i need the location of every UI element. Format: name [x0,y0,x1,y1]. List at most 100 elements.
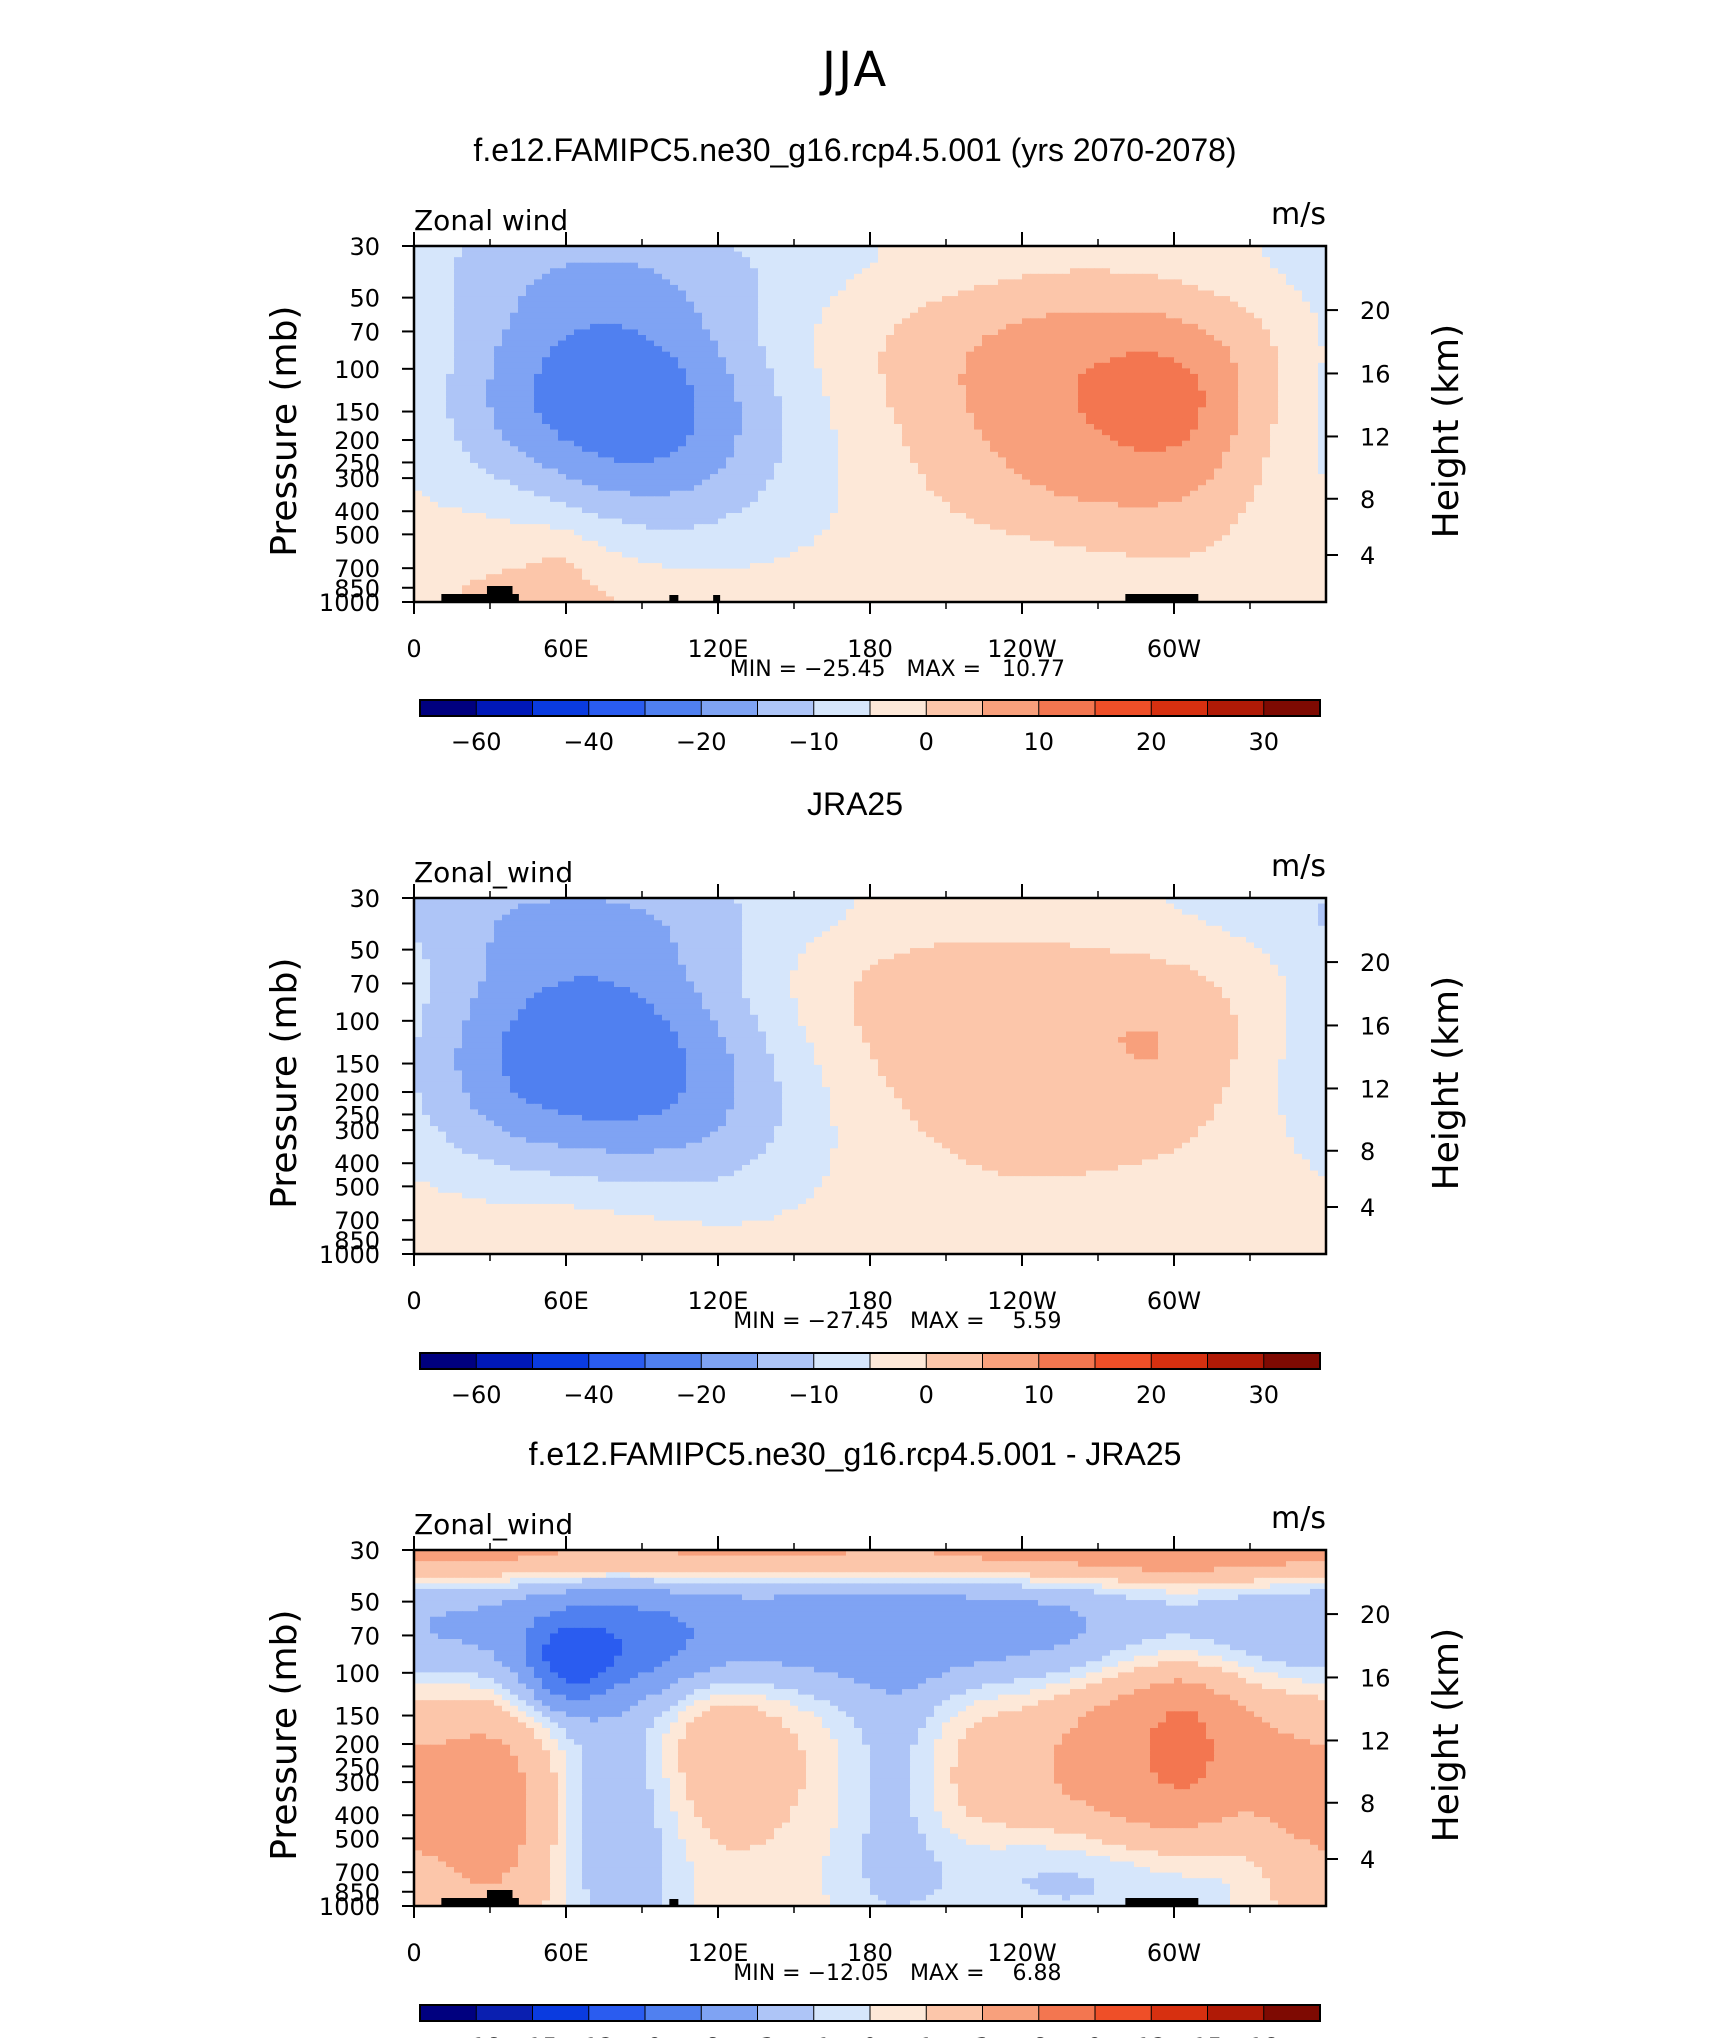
contour-cell [1182,357,1191,363]
contour-cell [1134,374,1143,380]
contour-cell [886,463,895,469]
contour-cell [734,363,743,369]
contour-cell [710,335,719,341]
contour-cell [1006,302,1015,308]
contour-cell [950,279,959,285]
contour-cell [838,402,847,408]
contour-cell [1086,363,1095,369]
contour-cell [510,274,519,280]
contour-cell [662,285,671,291]
contour-cell [494,469,503,475]
contour-cell [1278,463,1287,469]
contour-cell [438,302,447,308]
contour-cell [790,446,799,452]
contour-cell [574,291,583,297]
contour-cell [1190,268,1199,274]
contour-cell [918,380,927,386]
contour-cell [1230,374,1239,380]
contour-cell [854,335,863,341]
contour-cell [1142,302,1151,308]
contour-cell [998,463,1007,469]
contour-cell [502,352,511,358]
contour-cell [1198,452,1207,458]
contour-cell [774,318,783,324]
contour-cell [1054,441,1063,447]
contour-cell [1246,380,1255,386]
contour-cell [694,363,703,369]
contour-cell [1038,457,1047,463]
contour-cell [822,480,831,486]
contour-cell [1270,318,1279,324]
contour-cell [894,285,903,291]
contour-cell [598,385,607,391]
contour-cell [1270,463,1279,469]
contour-cell [1126,374,1135,380]
contour-cell [486,318,495,324]
contour-cell [526,463,535,469]
contour-cell [550,346,559,352]
contour-cell [454,346,463,352]
contour-cell [726,285,735,291]
contour-cell [422,396,431,402]
contour-cell [1182,285,1191,291]
contour-cell [1158,430,1167,436]
contour-cell [806,318,815,324]
contour-cell [1214,424,1223,430]
contour-cell [966,430,975,436]
contour-cell [670,285,679,291]
contour-cell [446,469,455,475]
contour-cell [750,407,759,413]
contour-cell [846,302,855,308]
contour-cell [1094,279,1103,285]
contour-cell [654,430,663,436]
contour-cell [1166,407,1175,413]
contour-cell [1286,329,1295,335]
contour-cell [878,352,887,358]
contour-cell [774,341,783,347]
contour-cell [566,268,575,274]
contour-cell [958,441,967,447]
contour-cell [950,302,959,308]
contour-cell [654,469,663,475]
contour-cell [598,307,607,313]
contour-cell [1070,357,1079,363]
contour-cell [838,313,847,319]
contour-cell [686,463,695,469]
contour-cell [774,302,783,308]
contour-cell [710,263,719,269]
contour-cell [646,285,655,291]
contour-cell [1030,302,1039,308]
contour-cell [854,307,863,313]
contour-cell [462,352,471,358]
contour-cell [1134,469,1143,475]
contour-cell [1230,313,1239,319]
contour-cell [414,446,423,452]
contour-cell [918,274,927,280]
contour-cell [1254,391,1263,397]
contour-cell [1310,257,1319,263]
contour-cell [1142,329,1151,335]
contour-cell [1046,374,1055,380]
contour-cell [1110,452,1119,458]
contour-cell [910,335,919,341]
contour-cell [494,396,503,402]
contour-cell [1206,435,1215,441]
contour-cell [518,474,527,480]
contour-cell [526,418,535,424]
contour-cell [902,291,911,297]
contour-cell [558,424,567,430]
contour-cell [902,441,911,447]
contour-cell [846,457,855,463]
contour-cell [1166,452,1175,458]
contour-cell [982,268,991,274]
contour-cell [1062,452,1071,458]
contour-cell [606,357,615,363]
contour-cell [438,474,447,480]
contour-cell [582,329,591,335]
contour-cell [862,307,871,313]
contour-cell [1214,279,1223,285]
contour-cell [750,402,759,408]
contour-cell [510,352,519,358]
contour-cell [878,335,887,341]
contour-cell [1222,385,1231,391]
